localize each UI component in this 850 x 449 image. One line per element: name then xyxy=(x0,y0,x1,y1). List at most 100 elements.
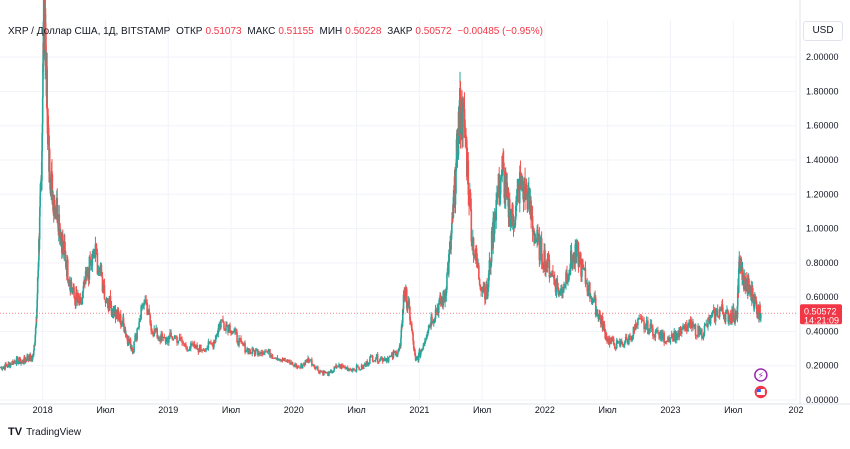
candle-body xyxy=(101,276,104,292)
candle-body xyxy=(245,350,247,353)
candle-body xyxy=(171,336,174,340)
candle-body xyxy=(542,264,545,269)
candle-body xyxy=(725,310,728,314)
candle-body xyxy=(578,254,581,268)
candle-body xyxy=(630,338,632,341)
candle-body xyxy=(274,357,276,359)
candle-body xyxy=(756,303,758,314)
candle-body xyxy=(585,282,588,284)
candle-body xyxy=(605,333,608,341)
candle-body xyxy=(699,329,702,335)
candle-body xyxy=(71,288,73,292)
candle-body xyxy=(51,174,54,205)
candle-body xyxy=(624,336,627,343)
candle-body xyxy=(257,349,259,356)
candle-body xyxy=(516,189,519,196)
candle-body xyxy=(626,339,629,344)
candle-body xyxy=(139,319,141,323)
candle-body xyxy=(703,325,706,335)
candle-body xyxy=(122,317,125,324)
candle-body xyxy=(39,189,42,196)
candle-body xyxy=(55,213,58,215)
candle-body xyxy=(82,286,85,292)
candle-body xyxy=(704,324,707,326)
candle-body xyxy=(411,330,414,333)
candle-body xyxy=(103,285,106,300)
candle-body xyxy=(717,316,720,318)
candle-body xyxy=(499,193,501,199)
candle-body xyxy=(747,279,750,285)
candle-body xyxy=(107,303,110,311)
candle-body xyxy=(558,290,560,295)
candle-body xyxy=(540,238,543,262)
y-tick-label: 1.80000 xyxy=(806,86,839,96)
candle-body xyxy=(755,300,758,304)
candle-body xyxy=(149,314,151,324)
y-tick-label: 1.40000 xyxy=(806,155,839,165)
candle-body xyxy=(60,232,63,238)
candle-body xyxy=(87,267,89,273)
candle-body xyxy=(38,216,41,239)
candle-body xyxy=(117,310,120,317)
candle-body xyxy=(588,282,590,296)
x-tick-label: 2021 xyxy=(409,405,429,415)
candle-body xyxy=(461,100,463,136)
candle-body xyxy=(73,296,76,300)
candle-body xyxy=(135,335,137,340)
candle-body xyxy=(576,242,579,244)
candle-body xyxy=(367,363,369,366)
candle-body xyxy=(412,332,414,342)
y-tick-label: 0.20000 xyxy=(806,361,839,371)
candle-body xyxy=(172,338,175,340)
candle-body xyxy=(73,286,75,297)
candle-body xyxy=(481,290,483,292)
candle-body xyxy=(562,289,564,293)
candle-body xyxy=(182,342,185,344)
tradingview-logo-icon: TV xyxy=(8,426,23,438)
candle-body xyxy=(136,328,138,340)
candle-body xyxy=(259,353,261,355)
candle-body xyxy=(137,327,139,329)
candle-body xyxy=(355,365,358,372)
candle-body xyxy=(456,129,459,154)
candle-body xyxy=(617,341,620,343)
candle-body xyxy=(146,302,148,315)
candle-body xyxy=(63,242,66,251)
candle-body xyxy=(570,250,573,263)
candle-body xyxy=(176,336,178,343)
candle-body xyxy=(421,349,424,351)
candle-body xyxy=(370,355,373,357)
candle-body xyxy=(374,359,377,361)
candle-body xyxy=(213,340,215,348)
footer-brand[interactable]: TV TradingView xyxy=(8,426,81,438)
candle-body xyxy=(91,254,94,266)
candle-body xyxy=(382,360,385,362)
candle-body xyxy=(430,316,432,327)
candle-body xyxy=(452,196,455,219)
candle-body xyxy=(724,313,727,322)
candle-body xyxy=(548,260,551,278)
candle-body xyxy=(673,331,676,342)
x-tick-label: Июл xyxy=(724,405,742,415)
candle-body xyxy=(223,322,225,329)
candle-body xyxy=(230,332,232,334)
candle-body xyxy=(642,320,644,322)
candle-body xyxy=(202,349,205,351)
candle-body xyxy=(358,367,360,370)
candle-body xyxy=(254,349,257,355)
candle-body xyxy=(248,349,250,354)
candle-body xyxy=(551,270,553,277)
candle-body xyxy=(396,354,398,357)
candle-body xyxy=(250,352,252,354)
candle-body xyxy=(309,360,311,362)
candle-body xyxy=(321,371,323,373)
candle-body xyxy=(41,151,43,181)
change-value: −0.00485 (−0.95%) xyxy=(457,26,543,37)
candle-body xyxy=(131,347,134,353)
candle-body xyxy=(170,332,172,337)
currency-button[interactable]: USD xyxy=(803,21,843,41)
candle-body xyxy=(568,272,570,281)
candle-body xyxy=(448,250,451,254)
